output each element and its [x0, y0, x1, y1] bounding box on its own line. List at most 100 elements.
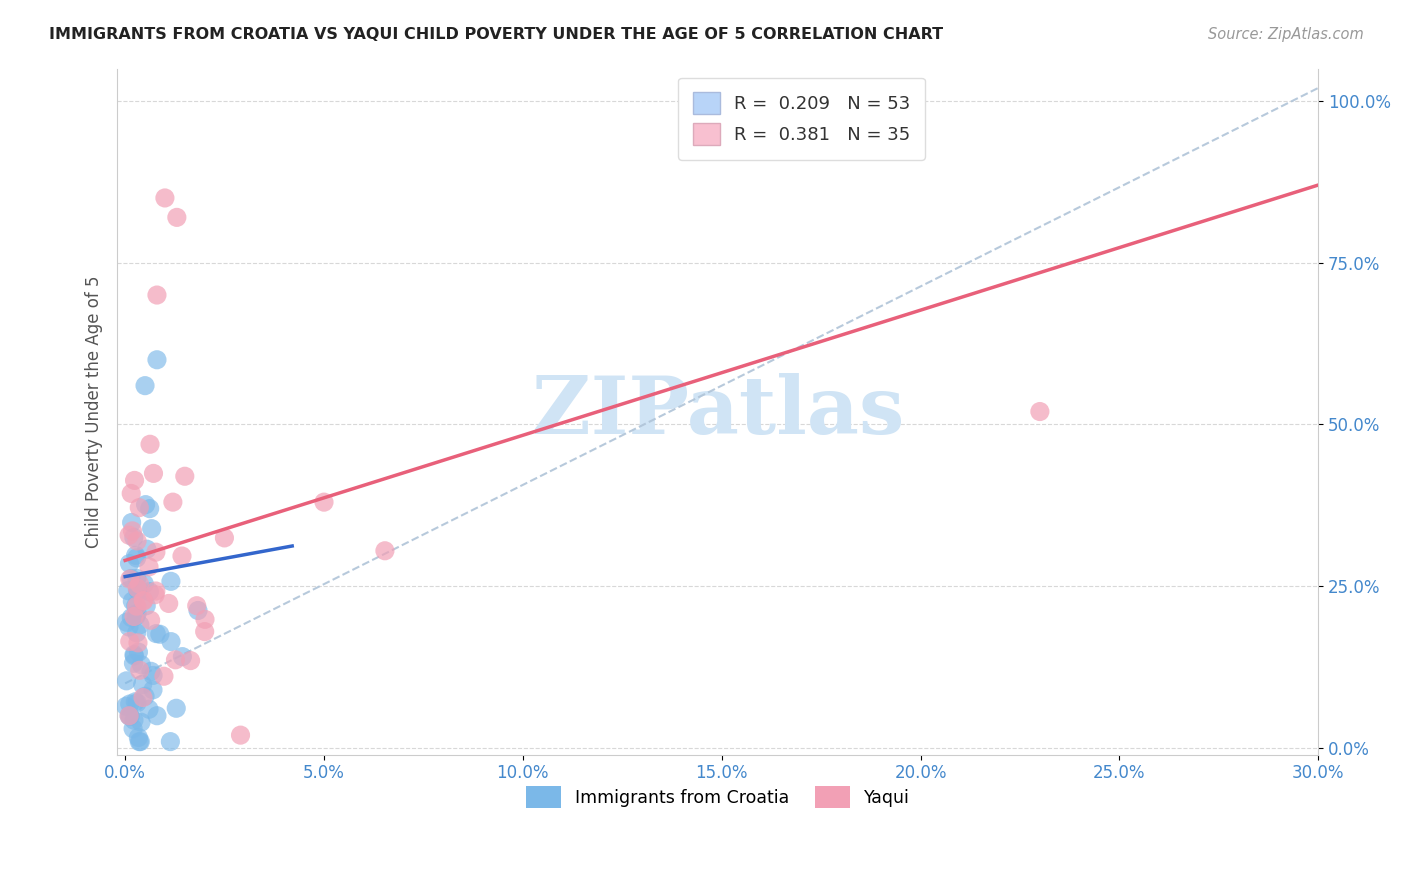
Point: [165, 701, 187, 715]
Y-axis label: Child Poverty Under the Age of 5: Child Poverty Under the Age of 5: [86, 276, 103, 548]
Point: [118, 634, 141, 648]
Point: [145, 584, 167, 599]
Point: [146, 288, 169, 302]
Point: [127, 645, 149, 659]
Point: [180, 654, 202, 668]
Point: [194, 624, 217, 639]
Point: [153, 669, 176, 683]
Point: [120, 572, 142, 586]
Legend: Immigrants from Croatia, Yaqui: Immigrants from Croatia, Yaqui: [519, 780, 917, 814]
Point: [194, 612, 217, 626]
Point: [127, 581, 149, 595]
Point: [162, 495, 184, 509]
Point: [117, 583, 139, 598]
Point: [153, 191, 176, 205]
Point: [121, 516, 143, 530]
Point: [115, 699, 138, 714]
Point: [115, 673, 138, 688]
Point: [134, 577, 156, 591]
Point: [127, 636, 149, 650]
Point: [165, 653, 187, 667]
Point: [121, 524, 143, 538]
Point: [125, 533, 148, 548]
Point: [125, 696, 148, 710]
Point: [128, 500, 150, 515]
Point: [131, 678, 153, 692]
Point: [125, 550, 148, 565]
Point: [118, 708, 141, 723]
Point: [138, 501, 160, 516]
Point: [173, 469, 195, 483]
Point: [128, 577, 150, 591]
Point: [149, 627, 172, 641]
Point: [166, 211, 188, 225]
Point: [118, 697, 141, 711]
Point: [125, 599, 148, 613]
Point: [127, 607, 149, 621]
Point: [129, 734, 152, 748]
Point: [139, 665, 162, 679]
Point: [124, 695, 146, 709]
Point: [122, 531, 145, 545]
Point: [124, 549, 146, 563]
Point: [131, 657, 153, 672]
Point: [125, 625, 148, 640]
Point: [135, 542, 157, 557]
Point: [115, 615, 138, 630]
Point: [134, 378, 156, 392]
Point: [146, 708, 169, 723]
Point: [138, 560, 160, 574]
Point: [374, 543, 396, 558]
Point: [135, 599, 157, 613]
Point: [132, 594, 155, 608]
Point: [118, 620, 141, 634]
Point: [134, 690, 156, 704]
Point: [118, 557, 141, 571]
Point: [145, 545, 167, 559]
Point: [138, 702, 160, 716]
Point: [118, 572, 141, 586]
Point: [159, 734, 181, 748]
Point: [120, 610, 142, 624]
Point: [122, 648, 145, 662]
Point: [1029, 404, 1052, 418]
Point: [145, 626, 167, 640]
Point: [132, 593, 155, 607]
Point: [160, 634, 183, 648]
Point: [214, 531, 236, 545]
Point: [125, 609, 148, 624]
Point: [124, 648, 146, 663]
Point: [120, 486, 142, 500]
Text: IMMIGRANTS FROM CROATIA VS YAQUI CHILD POVERTY UNDER THE AGE OF 5 CORRELATION CH: IMMIGRANTS FROM CROATIA VS YAQUI CHILD P…: [49, 27, 943, 42]
Point: [127, 731, 149, 745]
Point: [122, 713, 145, 727]
Point: [122, 657, 145, 671]
Point: [170, 549, 193, 563]
Point: [138, 584, 160, 599]
Point: [141, 522, 163, 536]
Point: [132, 690, 155, 705]
Point: [127, 583, 149, 598]
Point: [125, 599, 148, 614]
Point: [160, 574, 183, 589]
Point: [146, 352, 169, 367]
Point: [142, 668, 165, 682]
Point: [128, 663, 150, 677]
Point: [122, 609, 145, 624]
Text: Source: ZipAtlas.com: Source: ZipAtlas.com: [1208, 27, 1364, 42]
Point: [129, 715, 152, 730]
Point: [122, 722, 145, 736]
Point: [312, 495, 335, 509]
Point: [120, 709, 142, 723]
Point: [127, 582, 149, 596]
Point: [129, 618, 152, 632]
Point: [118, 528, 141, 542]
Point: [135, 498, 157, 512]
Text: ZIPatlas: ZIPatlas: [531, 373, 904, 450]
Point: [157, 597, 180, 611]
Point: [142, 682, 165, 697]
Point: [142, 467, 165, 481]
Point: [143, 588, 166, 602]
Point: [128, 734, 150, 748]
Point: [139, 613, 162, 627]
